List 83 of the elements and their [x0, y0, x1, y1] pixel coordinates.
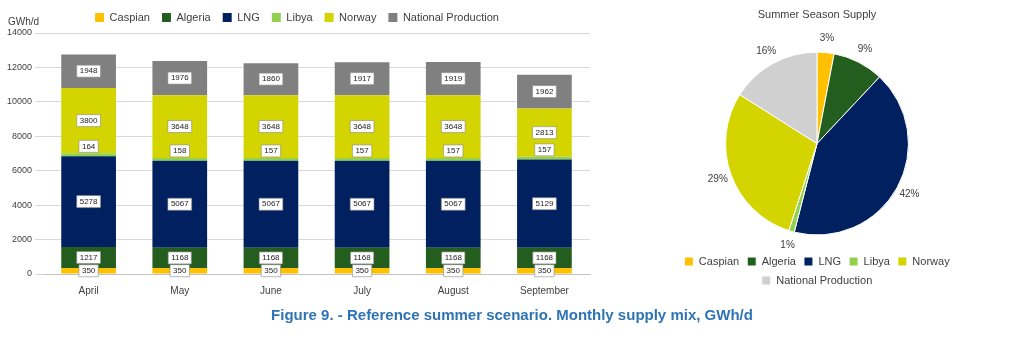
y-tick-label: 10000 [7, 96, 33, 107]
data-label: 5067 [353, 199, 372, 209]
data-label: 2813 [535, 127, 554, 137]
data-label: 350 [81, 265, 96, 275]
legend-label: Libya [863, 254, 891, 267]
data-label: 1919 [444, 73, 463, 83]
data-label: 1860 [262, 74, 281, 84]
legend-label: National Production [776, 273, 873, 286]
data-label: 157 [446, 146, 461, 156]
data-label: 1168 [444, 253, 463, 263]
data-label: 5067 [444, 199, 463, 209]
y-tick-label: 14000 [7, 27, 33, 38]
data-label: 158 [173, 146, 187, 156]
bar [243, 160, 299, 248]
bar [517, 156, 572, 160]
legend-label: LNG [237, 10, 260, 23]
bar [425, 157, 481, 161]
data-label: 157 [355, 146, 370, 156]
data-label: 350 [537, 265, 552, 275]
legend-label: National Production [402, 10, 499, 23]
legend-label: Algeria [176, 10, 212, 23]
legend-label: Norway [339, 10, 377, 23]
data-label: 350 [264, 265, 279, 275]
legend-label: LNG [818, 254, 842, 267]
bar [152, 160, 208, 248]
data-label: 1948 [79, 66, 99, 76]
x-tick-label: April [78, 284, 99, 296]
data-label: 3% [819, 32, 835, 44]
data-label: 29% [707, 173, 728, 185]
y-tick-label: 2000 [12, 234, 33, 245]
data-label: 5129 [535, 198, 554, 208]
legend-label: Caspian [109, 10, 150, 23]
legend-label: Algeria [761, 254, 797, 267]
data-label: 3648 [444, 121, 463, 131]
bar [425, 160, 481, 248]
data-label: 5067 [170, 199, 190, 209]
data-label: 16% [756, 44, 777, 56]
data-label: 3648 [170, 121, 190, 131]
x-tick-label: August [437, 284, 470, 296]
data-label: 3800 [79, 115, 99, 125]
data-label: 1168 [535, 253, 554, 263]
x-tick-label: September [519, 284, 570, 296]
caption: Figure 9. - Reference summer scenario. Monthly supply mix, GWh/d [270, 306, 754, 323]
data-label: 1168 [171, 253, 189, 263]
data-label: 350 [355, 265, 370, 275]
y-axis-title: GWh/d [8, 15, 40, 27]
x-tick-label: May [170, 284, 190, 296]
data-label: 5067 [262, 199, 281, 209]
data-label: 157 [264, 146, 279, 156]
data-label: 1168 [262, 253, 281, 263]
chart-title: Summer Season Supply [757, 7, 877, 20]
y-tick-label: 0 [27, 268, 33, 279]
y-tick-label: 12000 [7, 61, 33, 72]
legend-label: Norway [912, 254, 951, 267]
data-label: 42% [899, 188, 920, 200]
data-label: 3648 [353, 121, 372, 131]
data-label: 350 [446, 265, 461, 275]
bar [334, 157, 390, 161]
data-label: 1% [780, 238, 795, 250]
bar [61, 153, 116, 157]
bar [517, 159, 572, 248]
data-label: 1976 [170, 73, 190, 83]
bar [243, 157, 299, 161]
bar [334, 160, 390, 248]
data-label: 350 [173, 265, 187, 275]
data-label: 164 [81, 141, 96, 151]
y-tick-label: 8000 [12, 130, 33, 141]
x-tick-label: July [353, 284, 371, 296]
y-tick-label: 6000 [12, 165, 33, 176]
data-label: 1217 [79, 252, 99, 262]
data-label: 1962 [535, 86, 554, 96]
data-label: 1917 [353, 73, 372, 83]
data-label: 157 [537, 145, 552, 155]
legend-label: Caspian [698, 254, 740, 267]
data-label: 5278 [79, 196, 99, 206]
bar [61, 156, 116, 248]
legend-label: Libya [286, 10, 314, 23]
data-label: 1168 [353, 253, 372, 263]
bar [152, 157, 208, 161]
data-label: 3648 [262, 121, 281, 131]
data-label: 9% [857, 43, 873, 55]
y-tick-label: 4000 [12, 199, 33, 210]
x-tick-label: June [260, 284, 283, 296]
